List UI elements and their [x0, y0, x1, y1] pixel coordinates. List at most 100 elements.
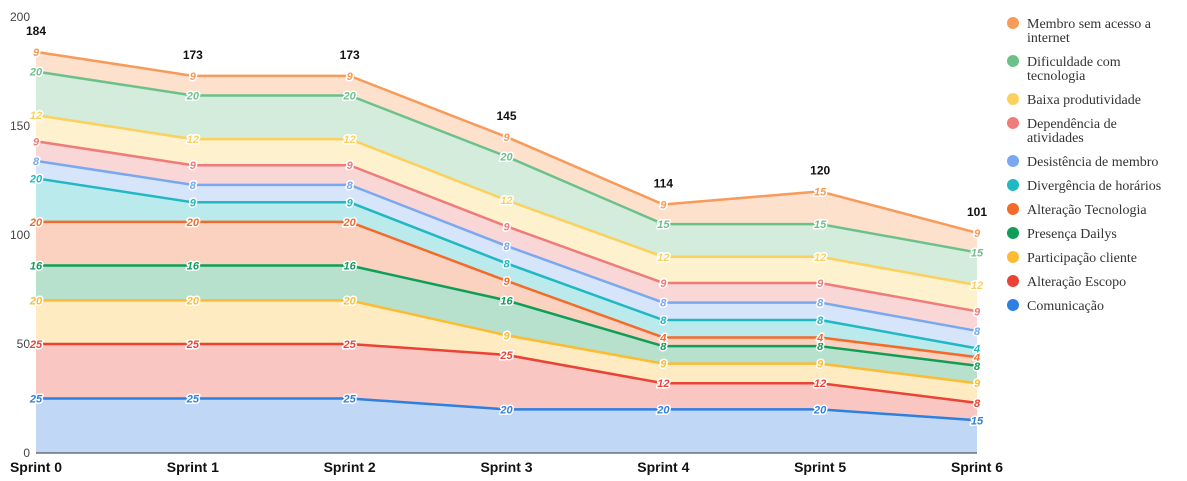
data-label-comunicacao: 25 [29, 394, 43, 406]
legend-label: Baixa produtividade [1027, 93, 1141, 108]
data-label-membro-sem-acesso-a-internet: 9 [190, 71, 197, 83]
total-labels: 184 173 173 145 114 120 101 [26, 24, 987, 219]
data-label-alteracao-tecnologia: 20 [186, 217, 200, 229]
legend-label: Desistência de membro [1027, 155, 1158, 170]
data-label-dependencia-de-atividades: 9 [503, 221, 510, 233]
y-tick-label: 200 [10, 10, 30, 24]
data-label-alteracao-tecnologia: 20 [29, 217, 43, 229]
x-tick-label: Sprint 1 [167, 459, 219, 475]
data-label-presenca-dailys: 16 [30, 261, 43, 273]
legend-label: Alteração Tecnologia [1027, 203, 1147, 218]
legend-item-dificuldade-com-tecnologia: Dificuldade com tecnologia [1007, 55, 1121, 84]
legend-swatch [1007, 55, 1019, 67]
legend-item-baixa-produtividade: Baixa produtividade [1007, 93, 1141, 108]
data-label-dependencia-de-atividades: 9 [817, 278, 824, 290]
x-tick-label: Sprint 2 [324, 459, 376, 475]
data-label-presenca-dailys: 8 [974, 361, 981, 373]
data-labels: 25 25 25 20 20 20 15 25 25 25 25 12 12 8 20 20 20 9 9 9 9 16 1… [27, 45, 985, 428]
data-label-presenca-dailys: 8 [817, 341, 824, 353]
line-alteracao-tecnologia [36, 220, 978, 359]
area-alteracao-escopo [36, 344, 977, 421]
total-label: 120 [810, 163, 830, 177]
legend-item-dependencia-de-atividades: Dependência de atividades [1007, 117, 1117, 146]
legend-swatch [1007, 251, 1019, 263]
data-label-alteracao-tecnologia: 4 [973, 352, 980, 364]
data-label-alteracao-escopo: 12 [657, 378, 669, 390]
data-label-dependencia-de-atividades: 9 [660, 278, 667, 290]
data-label-dificuldade-com-tecnologia: 20 [186, 90, 200, 102]
line-divergencia-de-horarios [35, 177, 978, 350]
data-label-dependencia-de-atividades: 9 [33, 136, 40, 148]
data-label-alteracao-escopo: 25 [29, 339, 43, 351]
legend-label: Divergência de horários [1027, 179, 1161, 194]
data-label-membro-sem-acesso-a-internet: 9 [33, 47, 40, 59]
area-alteracao-tecnologia [36, 221, 977, 366]
area-presenca-dailys [36, 265, 977, 384]
line-participacao-cliente [36, 299, 978, 385]
data-label-participacao-cliente: 20 [186, 295, 200, 307]
data-label-alteracao-tecnologia: 4 [816, 332, 823, 344]
data-label-desistencia-de-membro: 8 [33, 156, 40, 168]
data-label-divergencia-de-horarios: 8 [503, 258, 510, 270]
data-label-membro-sem-acesso-a-internet: 15 [814, 186, 827, 198]
data-label-baixa-produtividade: 12 [30, 110, 42, 122]
data-label-divergencia-de-horarios: 9 [347, 197, 354, 209]
data-label-membro-sem-acesso-a-internet: 9 [660, 199, 667, 211]
legend-swatch [1007, 17, 1019, 29]
line-presenca-dailys [36, 264, 978, 368]
data-label-participacao-cliente: 9 [974, 378, 981, 390]
data-label-baixa-produtividade: 12 [657, 252, 669, 264]
data-label-participacao-cliente: 20 [343, 295, 357, 307]
y-tick-label: 0 [23, 446, 30, 460]
line-dificuldade-com-tecnologia [35, 70, 978, 254]
data-label-dificuldade-com-tecnologia: 15 [971, 247, 984, 259]
x-tick-label: Sprint 4 [637, 459, 689, 475]
data-label-dificuldade-com-tecnologia: 15 [814, 219, 827, 231]
total-label: 173 [340, 48, 360, 62]
line-alteracao-escopo [36, 342, 978, 405]
legend-label: Dependência de atividades [1027, 117, 1117, 146]
data-label-comunicacao: 20 [499, 404, 513, 416]
data-label-participacao-cliente: 9 [817, 359, 824, 371]
legend-label: Participação cliente [1027, 251, 1137, 266]
line-baixa-produtividade [35, 113, 978, 287]
x-tick-label: Sprint 6 [951, 459, 1003, 475]
legend-item-membro-sem-acesso-a-internet: Membro sem acesso a internet [1007, 17, 1152, 46]
legend-item-alteracao-escopo: Alteração Escopo [1007, 275, 1126, 290]
total-label: 101 [967, 205, 987, 219]
data-label-desistencia-de-membro: 8 [347, 180, 354, 192]
data-label-presenca-dailys: 16 [187, 261, 200, 273]
line-dependencia-de-atividades [35, 140, 978, 313]
data-label-dificuldade-com-tecnologia: 20 [499, 152, 513, 164]
data-label-dependencia-de-atividades: 9 [190, 160, 197, 172]
area-divergencia-de-horarios [36, 178, 977, 358]
legend-label: Alteração Escopo [1027, 275, 1126, 290]
legend-swatch [1007, 117, 1019, 129]
legend-swatch [1007, 93, 1019, 105]
data-label-baixa-produtividade: 12 [971, 280, 983, 292]
data-label-desistencia-de-membro: 8 [503, 241, 510, 253]
data-label-baixa-produtividade: 12 [344, 134, 356, 146]
area-desistencia-de-membro [36, 160, 977, 349]
data-label-dependencia-de-atividades: 9 [974, 306, 981, 318]
data-label-membro-sem-acesso-a-internet: 9 [503, 132, 510, 144]
y-tick-label: 50 [17, 337, 31, 351]
legend-swatch [1007, 179, 1019, 191]
data-label-dificuldade-com-tecnologia: 20 [29, 67, 43, 79]
legend-label: Membro sem acesso a internet [1027, 17, 1152, 46]
legend-label: Presença Dailys [1027, 227, 1117, 242]
y-axis: 0 50 100 150 200 [10, 10, 977, 460]
data-label-divergencia-de-horarios: 4 [973, 343, 980, 355]
legend-swatch [1007, 299, 1019, 311]
data-label-comunicacao: 15 [971, 415, 984, 427]
data-label-baixa-produtividade: 12 [187, 134, 199, 146]
legend-swatch [1007, 203, 1019, 215]
data-label-participacao-cliente: 9 [503, 330, 510, 342]
legend: Membro sem acesso a internet Dificuldade c… [1007, 17, 1161, 314]
data-label-presenca-dailys: 16 [344, 261, 357, 273]
data-label-baixa-produtividade: 12 [814, 252, 826, 264]
data-label-alteracao-tecnologia: 20 [343, 217, 357, 229]
y-tick-label: 150 [10, 119, 30, 133]
data-label-alteracao-escopo: 25 [186, 339, 200, 351]
